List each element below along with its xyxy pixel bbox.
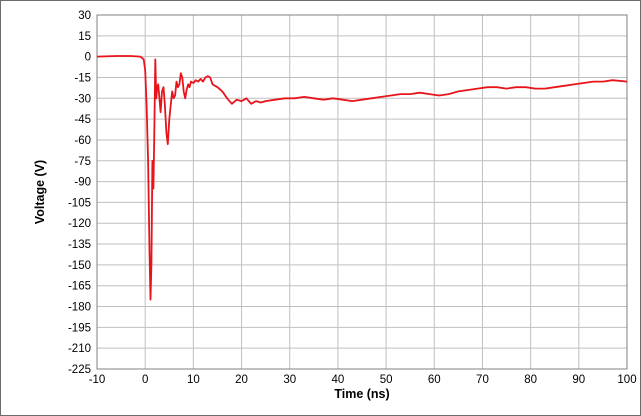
y-tick-label: -195	[68, 322, 91, 334]
x-tick-label: 0	[142, 374, 148, 386]
x-tick-label: 70	[476, 374, 489, 386]
grid-lines	[96, 14, 628, 370]
y-tick-label: -30	[74, 93, 91, 105]
x-tick-label: 60	[428, 374, 441, 386]
plot-area-border	[96, 14, 628, 370]
x-axis-title: Time (ns)	[334, 387, 389, 401]
x-tick-label: 30	[283, 374, 296, 386]
y-tick-label: -15	[74, 72, 91, 84]
x-tick-label: 10	[187, 374, 200, 386]
y-axis-title: Voltage (V)	[33, 160, 47, 224]
x-tick-label: 90	[572, 374, 585, 386]
y-tick-label: -60	[74, 135, 91, 147]
x-tick-label: 40	[332, 374, 345, 386]
x-tick-label: -10	[89, 374, 106, 386]
series-layer	[96, 55, 628, 301]
x-tick-label: 50	[380, 374, 393, 386]
y-tick-label: 0	[85, 52, 91, 64]
y-tick-label: -165	[68, 281, 91, 293]
y-tick-label: 30	[78, 10, 91, 22]
y-tick-label: -150	[68, 260, 91, 272]
x-tick-label: 20	[235, 374, 248, 386]
y-tick-label: -120	[68, 218, 91, 230]
x-tick-label: 80	[524, 374, 537, 386]
voltage-series-line	[96, 55, 628, 301]
y-tick-label: -135	[68, 239, 91, 251]
y-tick-label: -90	[74, 177, 91, 189]
x-tick-labels: -10 0 10 20 30 40 50 60 70 80 90 100	[89, 374, 637, 386]
x-tick-label: 100	[617, 374, 636, 386]
y-tick-label: -75	[74, 156, 91, 168]
y-tick-labels: 30 15 0 -15 -30 -45 -60 -75 -90 -105 -120 -135 -150 -…	[68, 10, 91, 376]
y-tick-label: -45	[74, 114, 91, 126]
y-tick-label: 15	[78, 31, 91, 43]
y-tick-label: -105	[68, 197, 91, 209]
y-tick-label: -210	[68, 343, 91, 355]
y-tick-label: -180	[68, 302, 91, 314]
y-tick-label: -225	[68, 364, 91, 376]
